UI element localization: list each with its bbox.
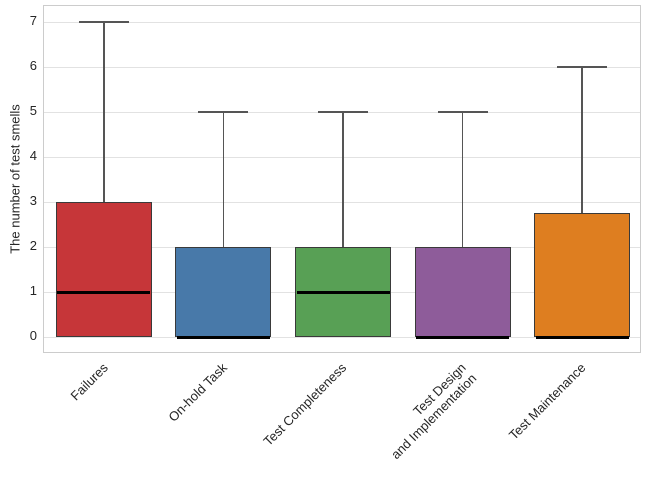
x-tick-label-test-design: Test Design and Implementation [388,360,480,462]
y-tick-label: 1 [29,283,37,298]
y-tick-label: 5 [29,103,37,118]
whisker-cap-failures [78,21,129,23]
plot-area [43,5,641,353]
whisker-cap-on-hold-task [198,111,249,113]
y-tick-label: 7 [29,13,37,28]
whisker-failures [103,22,105,202]
median-on-hold-task [176,335,270,339]
whisker-test-design [461,112,464,247]
y-tick-label: 0 [29,328,37,343]
gridline-y0 [44,337,640,338]
gridline-y3 [44,202,640,203]
box-test-design [414,247,511,337]
whisker-cap-test-design [437,111,488,113]
x-tick-label-test-maintenance: Test Maintenance [506,360,589,443]
y-axis-label: The number of test smells [7,104,23,254]
y-tick-label: 2 [29,238,37,253]
gridline-y4 [44,157,640,158]
whisker-cap-test-maintenance [557,66,608,68]
y-tick-label: 6 [29,58,37,73]
whisker-test-maintenance [581,67,583,214]
x-tick-label-on-hold-task: On-hold Task [165,360,231,425]
y-tick-label: 4 [29,148,37,163]
median-failures [57,290,151,294]
y-tick-label: 3 [29,193,37,208]
box-on-hold-task [175,247,272,337]
box-test-maintenance [534,213,631,337]
whisker-on-hold-task [222,112,225,247]
whisker-cap-test-completeness [318,111,368,113]
median-test-maintenance [535,335,629,339]
gridline-y7 [44,22,640,23]
gridline-y6 [44,67,640,68]
median-test-design [416,335,510,339]
median-test-completeness [296,290,390,294]
x-tick-label-failures: Failures [67,360,111,404]
box-failures [55,202,152,337]
x-tick-label-test-completeness: Test Completeness [260,360,350,449]
whisker-test-completeness [342,112,344,247]
